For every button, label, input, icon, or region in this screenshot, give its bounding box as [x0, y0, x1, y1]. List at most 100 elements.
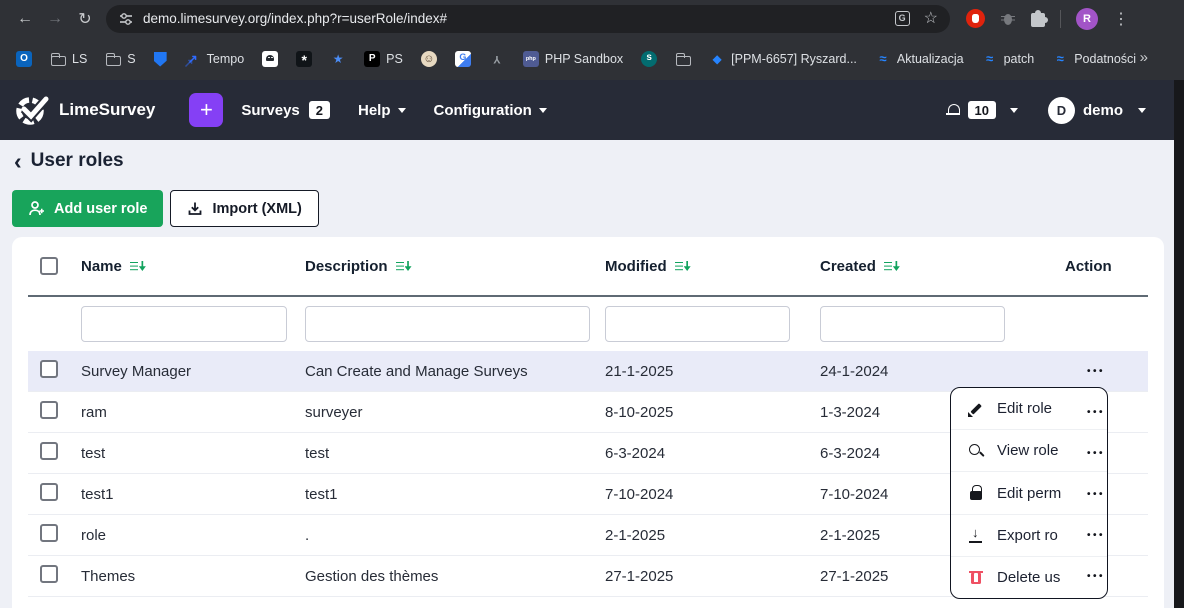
- table-header-row: Name Description Modified Created Action: [28, 237, 1148, 297]
- bookmark-label: Podatności: [1074, 52, 1136, 66]
- filter-description-input[interactable]: [305, 306, 590, 342]
- bookmark-item[interactable]: [489, 51, 505, 67]
- row-checkbox[interactable]: [40, 442, 58, 460]
- nav-help-label: Help: [358, 102, 391, 119]
- notification-count-badge: 10: [968, 101, 996, 119]
- download-icon: [968, 527, 984, 543]
- sort-icon[interactable]: [675, 260, 691, 272]
- brand[interactable]: LimeSurvey: [14, 92, 155, 128]
- row-checkbox[interactable]: [40, 483, 58, 501]
- reload-icon[interactable]: [70, 9, 100, 29]
- context-menu-label: Edit role: [997, 400, 1052, 417]
- brand-name: LimeSurvey: [59, 100, 155, 120]
- bookmark-item[interactable]: [296, 51, 312, 67]
- row-actions-button[interactable]: •••: [1065, 571, 1105, 582]
- page-scrollbar[interactable]: [1174, 80, 1184, 608]
- bookmark-item[interactable]: [421, 51, 437, 67]
- add-user-role-button[interactable]: Add user role: [12, 190, 163, 227]
- filter-name-input[interactable]: [81, 306, 287, 342]
- bookmark-item[interactable]: [154, 51, 167, 67]
- cell-name: Survey Manager: [81, 363, 305, 380]
- translate-icon: [455, 51, 471, 67]
- nav-surveys[interactable]: Surveys 2: [241, 101, 330, 119]
- table-row[interactable]: Survey Manager Can Create and Manage Sur…: [28, 351, 1148, 392]
- row-actions-button[interactable]: •••: [1065, 407, 1105, 418]
- column-header[interactable]: Name: [81, 258, 305, 275]
- row-actions-button[interactable]: •••: [1065, 489, 1105, 500]
- browser-profile-avatar[interactable]: R: [1076, 8, 1098, 30]
- bookmark-item[interactable]: [262, 51, 278, 67]
- bookmark-item[interactable]: Aktualizacja: [875, 51, 964, 67]
- bookmark-item[interactable]: PS: [364, 51, 403, 67]
- bookmark-item[interactable]: [16, 51, 32, 67]
- column-header[interactable]: Description: [305, 258, 605, 275]
- confluence-icon: [1052, 51, 1068, 67]
- search-icon: [968, 443, 984, 459]
- url-text[interactable]: demo.limesurvey.org/index.php?r=userRole…: [143, 11, 895, 26]
- bookmark-item[interactable]: [455, 51, 471, 67]
- row-actions-button[interactable]: •••: [1065, 448, 1105, 459]
- create-survey-button[interactable]: +: [189, 93, 223, 127]
- row-actions-button[interactable]: •••: [1065, 530, 1105, 541]
- bookmark-item[interactable]: LS: [50, 51, 87, 67]
- import-xml-button[interactable]: Import (XML): [170, 190, 318, 227]
- row-checkbox[interactable]: [40, 524, 58, 542]
- nav-help[interactable]: Help: [358, 102, 406, 119]
- jira-icon: [709, 51, 725, 67]
- bookmark-item[interactable]: patch: [982, 51, 1035, 67]
- translate-icon[interactable]: [895, 11, 910, 26]
- sort-icon[interactable]: [396, 260, 412, 272]
- bookmark-item[interactable]: [PPM-6657] Ryszard...: [709, 51, 857, 67]
- chevron-down-icon: [398, 108, 406, 113]
- row-checkbox[interactable]: [40, 401, 58, 419]
- extensions-puzzle-icon[interactable]: [1031, 13, 1045, 27]
- adblock-extension-icon[interactable]: [966, 9, 985, 28]
- tempo-icon: [185, 51, 201, 67]
- nav-surveys-label: Surveys: [241, 102, 299, 119]
- select-all-checkbox[interactable]: [40, 257, 58, 275]
- cell-name: test: [81, 445, 305, 462]
- sort-icon[interactable]: [884, 260, 900, 272]
- cell-name: Themes: [81, 568, 305, 585]
- bookmark-star-icon[interactable]: [924, 11, 938, 27]
- column-header[interactable]: Action: [1065, 258, 1148, 275]
- bookmark-item[interactable]: [675, 51, 691, 67]
- bookmark-item[interactable]: PHP Sandbox: [523, 51, 623, 67]
- add-user-role-label: Add user role: [54, 201, 147, 217]
- nav-configuration-label: Configuration: [434, 102, 532, 119]
- cell-modified: 8-10-2025: [605, 404, 820, 421]
- octopus-icon: [262, 51, 278, 67]
- column-header[interactable]: Modified: [605, 258, 820, 275]
- nav-configuration[interactable]: Configuration: [434, 102, 547, 119]
- context-menu-label: Edit perm: [997, 485, 1061, 502]
- filter-modified-input[interactable]: [605, 306, 790, 342]
- row-actions-button[interactable]: •••: [1065, 366, 1105, 377]
- notifications-menu[interactable]: 10: [946, 101, 1018, 119]
- column-label: Name: [81, 258, 122, 275]
- context-menu-label: Export ro: [997, 527, 1058, 544]
- bookmark-item[interactable]: Podatności: [1052, 51, 1136, 67]
- bookmark-item[interactable]: [330, 51, 346, 67]
- bookmarks-bar: LS S Tempo PS: [0, 37, 1184, 80]
- bookmark-label: patch: [1004, 52, 1035, 66]
- bookmark-item[interactable]: S: [105, 51, 135, 67]
- row-checkbox[interactable]: [40, 565, 58, 583]
- cell-name: ram: [81, 404, 305, 421]
- column-header[interactable]: Created: [820, 258, 1065, 275]
- sort-icon[interactable]: [130, 260, 146, 272]
- address-bar[interactable]: demo.limesurvey.org/index.php?r=userRole…: [106, 5, 950, 33]
- bookmarks-overflow-icon[interactable]: »: [1140, 49, 1166, 66]
- filter-created-input[interactable]: [820, 306, 1005, 342]
- back-chevron-icon[interactable]: ‹: [14, 151, 22, 171]
- bookmark-item[interactable]: Tempo: [185, 51, 245, 67]
- back-icon[interactable]: [10, 10, 40, 28]
- forward-icon[interactable]: [40, 10, 70, 28]
- bug-extension-icon[interactable]: [1000, 11, 1016, 27]
- user-menu[interactable]: D demo: [1048, 97, 1146, 124]
- row-checkbox[interactable]: [40, 360, 58, 378]
- bookmark-item[interactable]: [641, 51, 657, 67]
- site-settings-icon[interactable]: [118, 11, 134, 27]
- cell-modified: 2-1-2025: [605, 527, 820, 544]
- cell-modified: 27-1-2025: [605, 568, 820, 585]
- browser-menu-icon[interactable]: [1113, 9, 1129, 29]
